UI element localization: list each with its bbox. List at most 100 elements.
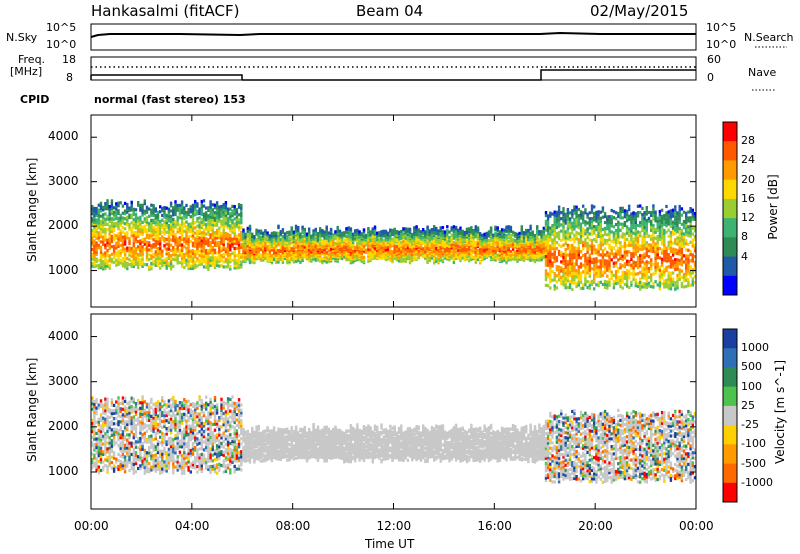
echo-cell [450,251,453,255]
echo-cell [463,233,466,237]
echo-cell [639,257,642,261]
echo-cell [106,207,109,211]
echo-cell [588,259,591,263]
echo-cell [202,217,206,221]
echo-cell [584,220,587,224]
echo-cell [150,234,153,238]
echo-cell [108,232,111,236]
echo-cell [470,234,473,238]
echo-cell [145,255,149,259]
echo-cell [514,250,517,254]
echo-cell [568,211,572,215]
echo-cell [196,209,199,213]
echo-cell [564,286,567,290]
echo-cell [211,245,214,249]
echo-cell [104,259,107,263]
echo-cell [259,229,263,233]
echo-cell [268,243,271,247]
echo-cell [586,250,589,254]
echo-cell [159,249,162,253]
echo-cell [365,250,368,254]
echo-cell [310,258,313,262]
echo-cell [134,249,138,253]
echo-cell [571,262,574,266]
echo-cell [314,243,317,247]
echo-cell [215,206,219,210]
echo-cell [237,225,241,229]
echo-cell [154,236,157,240]
echo-cell [209,228,212,232]
echo-cell [226,221,230,225]
echo-cell [189,249,192,253]
echo-cell [229,219,232,223]
echo-cell [117,234,120,238]
echo-cell [546,257,550,262]
echo-cell [132,238,135,243]
echo-cell [150,236,153,240]
echo-cell [202,231,206,235]
echo-cell [527,255,530,259]
echo-cell [555,256,559,260]
echo-cell [424,239,427,244]
echo-cell [235,237,239,241]
echo-cell [218,207,221,211]
echo-cell [183,229,186,233]
echo-cell [312,229,315,233]
echo-cell [161,237,164,241]
echo-cell [132,254,135,258]
echo-cell [123,262,127,266]
echo-cell [165,242,168,246]
echo-cell [481,242,484,246]
echo-cell [176,220,179,224]
echo-cell [191,251,195,255]
echo-cell [141,228,144,232]
echo-cell [634,223,637,227]
echo-cell [102,205,105,209]
echo-cell [461,239,464,243]
echo-cell [630,240,633,244]
echo-cell [119,218,122,222]
echo-cell [163,208,166,212]
echo-cell [163,225,166,229]
echo-cell [209,261,212,265]
echo-cell [606,250,609,254]
echo-cell [575,284,578,289]
echo-cell [108,217,111,221]
echo-cell [126,202,129,207]
echo-cell [641,222,644,226]
echo-cell [117,262,120,266]
echo-cell [91,243,94,247]
echo-cell [130,221,133,225]
echo-cell [338,229,342,233]
echo-cell [163,213,166,217]
echo-cell [579,265,583,269]
echo-cell [91,252,94,256]
echo-cell [619,256,622,260]
echo-cell [176,215,179,219]
echo-cell [215,213,219,217]
echo-cell [209,205,212,209]
echo-cell [126,256,129,260]
echo-cell [99,258,103,262]
echo-cell [205,216,208,220]
echo-cell [582,230,585,235]
echo-cell [577,250,580,254]
echo-cell [641,228,644,232]
echo-cell [137,227,140,231]
echo-cell [367,227,370,231]
echo-cell [367,259,370,263]
echo-cell [174,202,177,206]
echo-cell [413,247,416,251]
echo-cell [95,257,98,261]
echo-cell [463,230,466,235]
echo-cell [102,237,105,241]
echo-cell [110,260,114,264]
echo-cell [362,255,366,259]
echo-cell [172,208,175,212]
echo-cell [154,207,157,211]
echo-cell [588,280,591,284]
echo-cell [419,236,423,240]
echo-cell [540,238,543,242]
echo-cell [163,220,166,224]
echo-cell [150,249,153,253]
